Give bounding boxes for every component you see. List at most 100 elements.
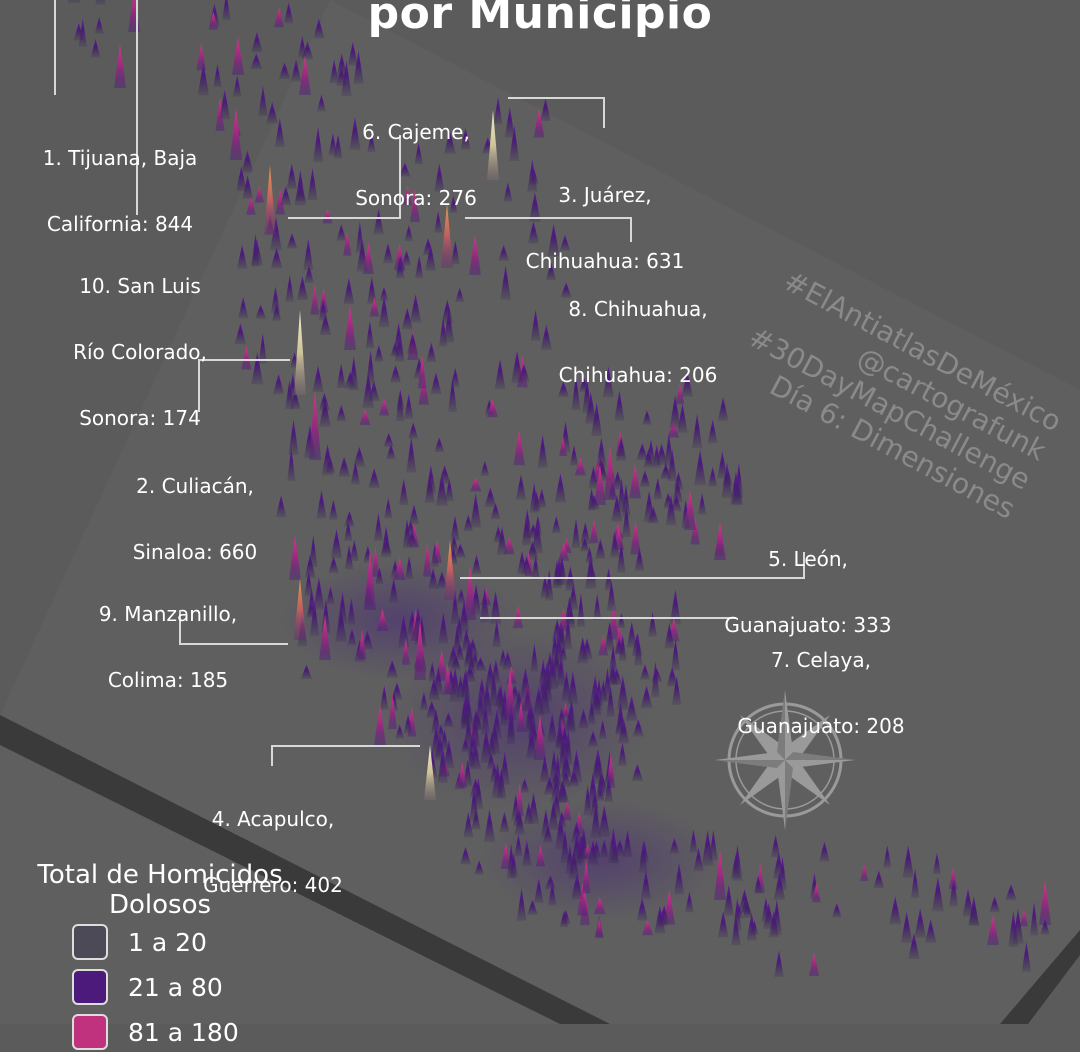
municipality-spike <box>587 488 596 511</box>
municipality-spike <box>336 404 347 422</box>
municipality-spike <box>286 163 297 189</box>
municipality-spike <box>464 639 475 664</box>
municipality-spike <box>551 789 562 818</box>
municipality-spike <box>604 568 613 591</box>
municipality-spike <box>288 419 299 455</box>
municipality-spike <box>599 839 609 858</box>
municipality-spike <box>546 656 559 689</box>
municipality-spike <box>309 599 320 636</box>
municipality-spike <box>455 615 464 643</box>
municipality-spike <box>219 89 231 119</box>
municipality-spike <box>303 238 314 271</box>
municipality-spike <box>319 397 331 427</box>
municipality-spike <box>522 839 532 866</box>
municipality-spike <box>294 310 306 395</box>
municipality-spike <box>491 762 504 798</box>
municipality-spike <box>343 521 353 541</box>
municipality-spike <box>657 909 667 927</box>
municipality-spike <box>425 243 436 271</box>
municipality-spike <box>457 762 468 788</box>
municipality-spike <box>470 492 482 528</box>
municipality-spike <box>388 693 397 730</box>
municipality-spike <box>577 883 588 916</box>
municipality-spike <box>647 611 658 637</box>
municipality-spike <box>424 745 436 800</box>
municipality-spike <box>558 542 570 561</box>
municipality-spike <box>609 531 620 558</box>
municipality-spike <box>500 842 511 870</box>
label-tijuana-line1: 1. Tijuana, Baja <box>42 146 198 170</box>
label-tijuana: 1. Tijuana, Baja California: 844 <box>30 103 210 257</box>
municipality-spike <box>697 492 707 515</box>
municipality-spike <box>114 44 126 88</box>
municipality-spike <box>417 354 427 389</box>
municipality-spike <box>369 297 380 317</box>
municipality-spike <box>672 479 683 503</box>
label-manzanillo-line1: 9. Manzanillo, <box>98 602 238 626</box>
municipality-spike <box>312 365 324 393</box>
municipality-spike <box>492 620 501 648</box>
municipality-spike <box>494 685 506 708</box>
municipality-spike <box>312 126 324 163</box>
municipality-spike <box>547 712 558 743</box>
municipality-spike <box>486 399 498 418</box>
municipality-spike <box>343 277 355 305</box>
municipality-spike <box>270 286 281 314</box>
municipality-spike <box>374 705 386 745</box>
municipality-spike <box>414 142 423 165</box>
municipality-spike <box>335 607 347 642</box>
municipality-spike <box>213 63 222 87</box>
municipality-spike <box>543 776 556 795</box>
municipality-spike <box>94 17 104 34</box>
municipality-spike <box>435 473 448 506</box>
municipality-spike <box>592 840 601 859</box>
municipality-spike <box>397 614 410 648</box>
municipality-spike <box>773 872 786 900</box>
legend-item-1-20: 1 a 20 <box>72 922 207 962</box>
municipality-spike <box>733 897 742 931</box>
municipality-spike <box>386 660 399 678</box>
municipality-spike <box>348 355 359 391</box>
municipality-spike <box>347 41 358 66</box>
municipality-spike <box>914 908 927 938</box>
municipality-spike <box>255 304 267 319</box>
municipality-spike <box>664 622 675 649</box>
municipality-spike <box>639 470 651 487</box>
municipality-spike <box>490 502 501 520</box>
municipality-spike <box>578 708 589 729</box>
municipality-spike <box>418 375 429 405</box>
municipality-spike <box>717 910 729 938</box>
municipality-spike <box>341 60 352 97</box>
municipality-spike <box>379 685 389 710</box>
municipality-spike <box>607 663 618 685</box>
municipality-spike <box>730 471 742 505</box>
municipality-spike <box>300 664 313 680</box>
municipality-spike <box>298 35 307 58</box>
municipality-spike <box>768 910 780 938</box>
municipality-spike <box>319 615 331 660</box>
municipality-spike <box>567 671 579 704</box>
municipality-spike <box>251 31 263 53</box>
plane-top <box>0 0 1080 1024</box>
municipality-spike <box>590 789 600 818</box>
municipality-spike <box>460 668 471 702</box>
municipality-spike <box>819 841 830 862</box>
municipality-spike <box>336 224 347 241</box>
municipality-spike <box>494 358 506 389</box>
label-juarez-line2: Chihuahua: 631 <box>525 249 685 273</box>
municipality-spike <box>568 583 579 610</box>
municipality-spike <box>518 363 530 382</box>
municipality-spike <box>454 543 466 558</box>
leader-chihuahua <box>465 217 632 242</box>
municipality-spike <box>555 814 567 850</box>
municipality-spike <box>236 166 247 192</box>
municipality-spike <box>425 465 436 494</box>
municipality-spike <box>634 547 645 571</box>
municipality-spike <box>593 897 606 915</box>
municipality-spike <box>746 913 757 941</box>
municipality-spike <box>444 130 456 154</box>
municipality-spike <box>272 373 285 395</box>
municipality-spike <box>604 775 613 803</box>
municipality-spike <box>326 586 335 605</box>
municipality-spike <box>475 690 486 722</box>
